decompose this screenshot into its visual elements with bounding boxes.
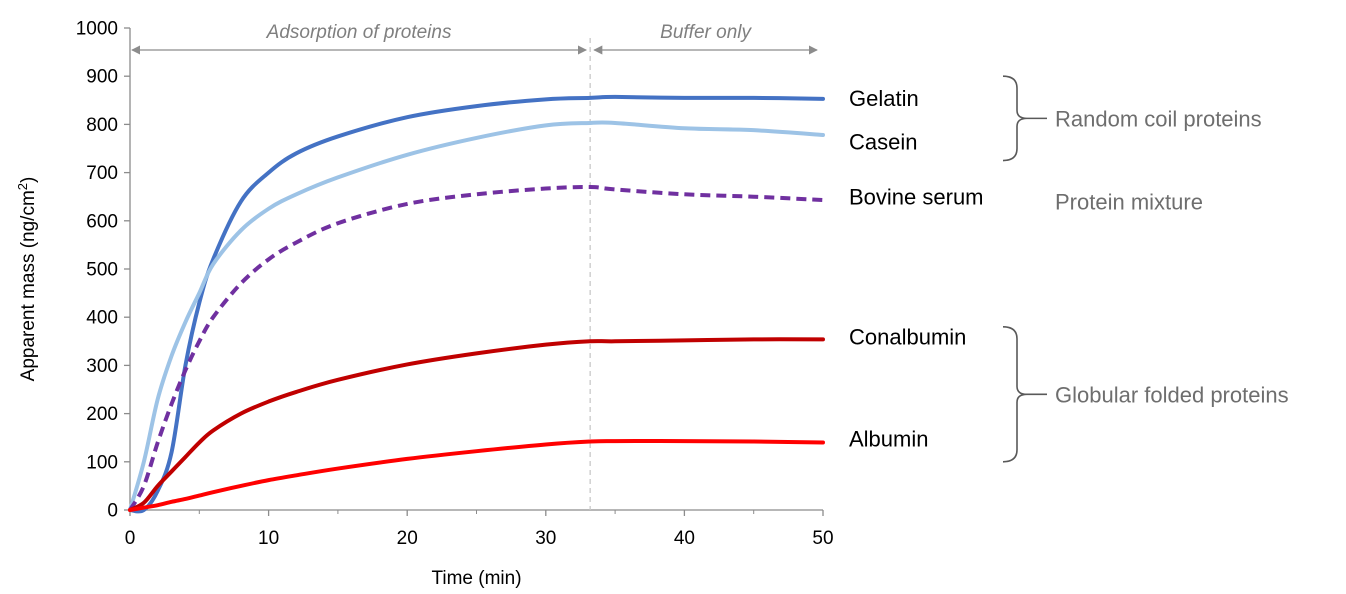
y-tick-label: 900	[86, 67, 118, 88]
x-tick-label: 40	[674, 528, 695, 549]
series-label-albumin: Albumin	[849, 427, 928, 452]
x-tick-label: 30	[535, 528, 556, 549]
series-label-gelatin: Gelatin	[849, 86, 919, 111]
x-tick-label: 20	[397, 528, 418, 549]
group-label: Globular folded proteins	[1055, 382, 1289, 407]
series-lines	[128, 94, 825, 514]
group-bracket	[1002, 75, 1028, 162]
y-tick-label: 0	[107, 501, 118, 522]
group-label: Protein mixture	[1055, 190, 1203, 215]
phase-annotations: Adsorption of proteins Buffer only	[131, 22, 818, 510]
series-labels: Gelatin Casein Bovine serum Conalbumin Album…	[849, 86, 984, 452]
x-tick-label: 10	[258, 528, 279, 549]
y-tick-label: 800	[86, 115, 118, 136]
x-tick-label: 50	[812, 528, 833, 549]
axes: 0 100 200 300 400 500 600 700 800 900 1000 0 10 20 30 4…	[76, 19, 834, 550]
y-tick-label: 400	[86, 308, 118, 329]
series-line-albumin	[128, 439, 825, 512]
series-line-bovine-serum	[128, 185, 824, 512]
phase-label: Adsorption of proteins	[266, 22, 452, 43]
series-label-casein: Casein	[849, 129, 917, 154]
y-tick-label: 1000	[76, 19, 118, 40]
y-tick-label: 300	[86, 356, 118, 377]
y-tick-label: 100	[86, 452, 118, 473]
series-label-bovine-serum: Bovine serum	[849, 185, 984, 210]
series-label-conalbumin: Conalbumin	[849, 324, 966, 349]
y-axis-title: Apparent mass (ng/cm2)	[15, 177, 40, 382]
x-tick-label: 0	[125, 528, 136, 549]
phase-label: Buffer only	[660, 22, 752, 43]
group-annotations: Random coil proteins Protein mixture Globu…	[1002, 75, 1289, 463]
x-axis-title: Time (min)	[431, 568, 521, 589]
series-line-gelatin	[128, 94, 825, 514]
y-tick-label: 200	[86, 404, 118, 425]
series-line-conalbumin	[128, 337, 825, 512]
group-label: Random coil proteins	[1055, 106, 1262, 131]
y-tick-label: 500	[86, 260, 118, 281]
y-tick-label: 700	[86, 163, 118, 184]
y-tick-label: 600	[86, 211, 118, 232]
series-line-casein	[128, 120, 825, 512]
group-bracket	[1002, 326, 1028, 463]
